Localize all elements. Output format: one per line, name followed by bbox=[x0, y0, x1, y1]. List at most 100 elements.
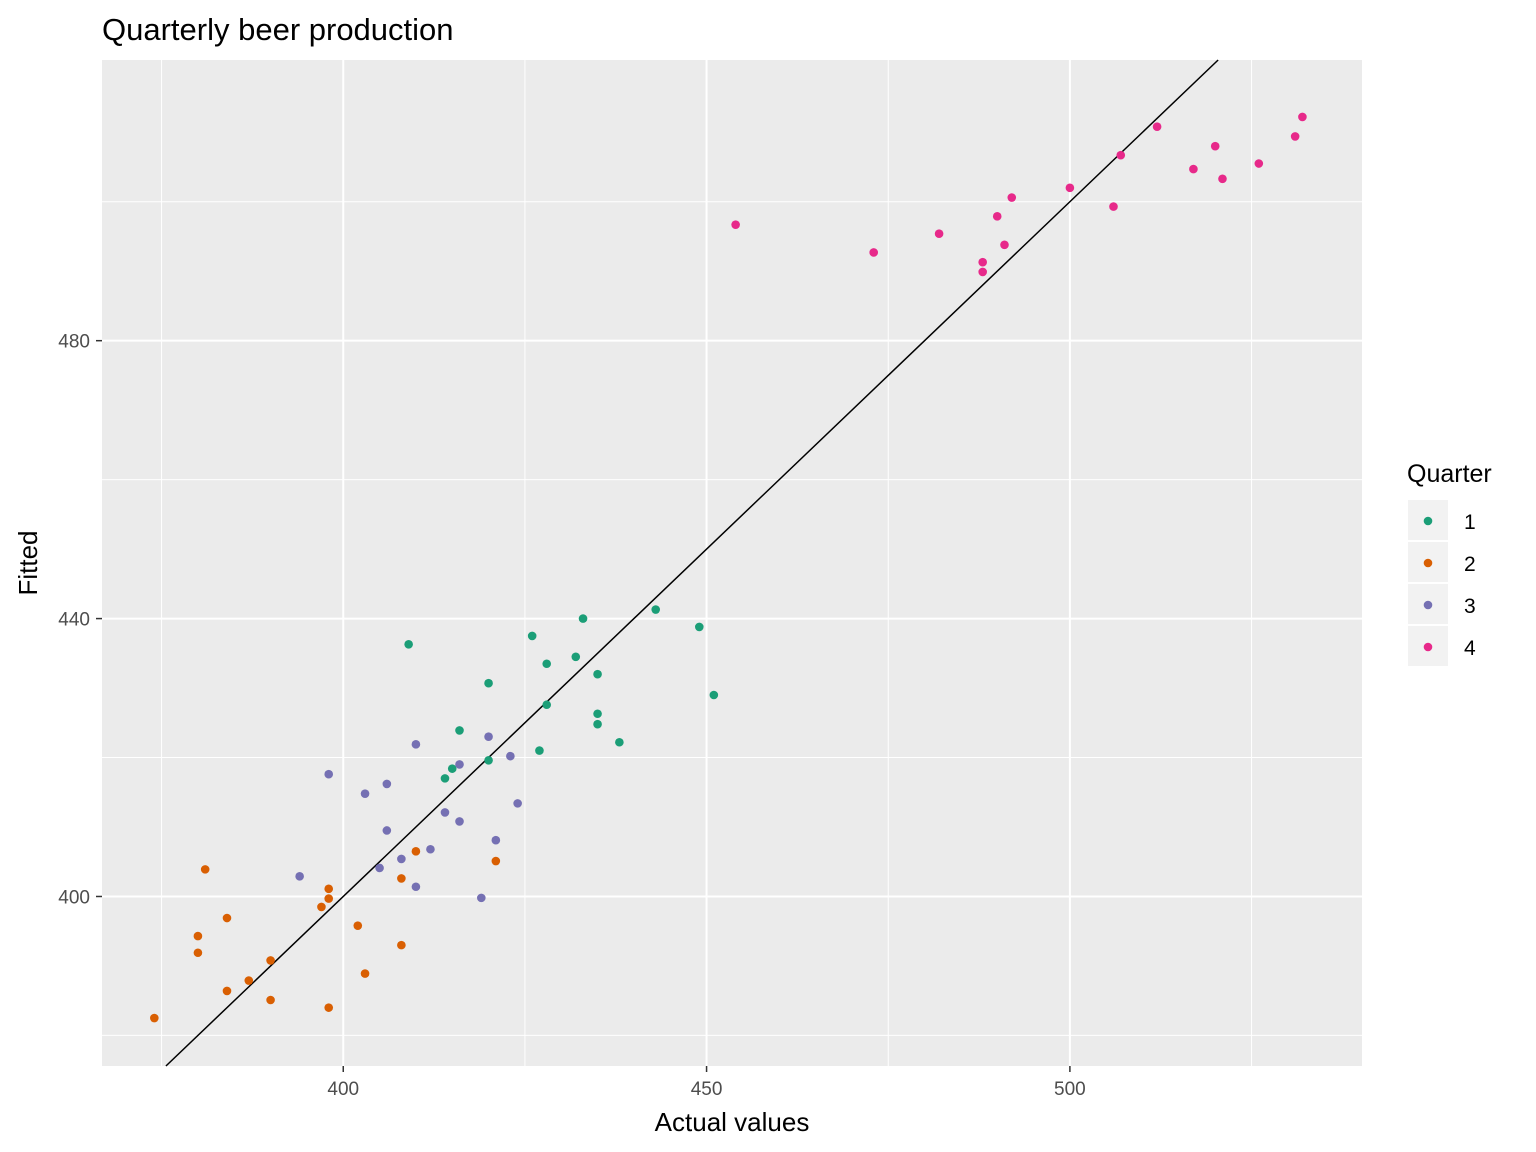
data-points bbox=[150, 112, 1307, 1023]
minor-gridlines bbox=[102, 60, 1362, 1066]
data-point-quarter-4 bbox=[978, 257, 987, 267]
data-point-quarter-2 bbox=[317, 902, 326, 912]
legend-label: 1 bbox=[1464, 511, 1476, 534]
data-point-quarter-3 bbox=[484, 732, 493, 741]
data-point-quarter-1 bbox=[455, 726, 464, 735]
data-point-quarter-2 bbox=[193, 948, 203, 958]
legend-key-3 bbox=[1423, 600, 1433, 610]
data-point-quarter-2 bbox=[324, 1003, 334, 1012]
legend: Quarter 1 2 3 4 bbox=[1407, 460, 1492, 666]
data-point-quarter-4 bbox=[934, 229, 944, 238]
data-point-quarter-2 bbox=[397, 874, 406, 883]
data-point-quarter-1 bbox=[571, 652, 581, 662]
data-point-quarter-2 bbox=[353, 921, 363, 930]
data-point-quarter-1 bbox=[404, 639, 413, 649]
data-point-quarter-3 bbox=[375, 863, 384, 873]
data-point-quarter-2 bbox=[200, 865, 210, 874]
x-axis-ticks: 400 450 500 bbox=[327, 1066, 1086, 1100]
data-point-quarter-4 bbox=[731, 220, 740, 229]
data-point-quarter-1 bbox=[542, 700, 552, 710]
x-axis-title: Actual values bbox=[655, 1107, 810, 1137]
data-point-quarter-4 bbox=[869, 248, 878, 257]
y-tick-label: 480 bbox=[58, 332, 90, 353]
x-tick-label: 400 bbox=[327, 1079, 359, 1100]
data-point-quarter-4 bbox=[1065, 183, 1075, 193]
data-point-quarter-2 bbox=[360, 969, 370, 978]
y-tick-label: 440 bbox=[58, 610, 90, 631]
data-point-quarter-2 bbox=[266, 995, 275, 1005]
data-point-quarter-4 bbox=[1000, 240, 1009, 250]
data-point-quarter-1 bbox=[447, 764, 457, 773]
data-point-quarter-4 bbox=[1116, 150, 1126, 160]
data-point-quarter-2 bbox=[222, 913, 232, 923]
data-point-quarter-2 bbox=[324, 884, 334, 894]
data-point-quarter-1 bbox=[593, 709, 602, 719]
data-point-quarter-4 bbox=[992, 212, 1002, 221]
data-point-quarter-3 bbox=[491, 835, 501, 845]
plot-panel bbox=[102, 60, 1362, 1066]
data-point-quarter-2 bbox=[193, 931, 203, 941]
legend-key-2 bbox=[1423, 558, 1433, 568]
data-point-quarter-3 bbox=[411, 882, 421, 892]
data-point-quarter-2 bbox=[397, 940, 406, 950]
x-tick-label: 500 bbox=[1054, 1079, 1086, 1100]
data-point-quarter-1 bbox=[484, 756, 493, 765]
data-point-quarter-4 bbox=[1298, 112, 1307, 122]
data-point-quarter-4 bbox=[1007, 193, 1017, 202]
y-axis-title: Fitted bbox=[13, 530, 43, 595]
data-point-quarter-4 bbox=[1218, 174, 1227, 184]
data-point-quarter-4 bbox=[1210, 141, 1220, 151]
data-point-quarter-3 bbox=[506, 751, 515, 761]
data-point-quarter-3 bbox=[360, 789, 370, 798]
data-point-quarter-1 bbox=[484, 678, 493, 688]
major-gridlines bbox=[102, 60, 1362, 1066]
data-point-quarter-2 bbox=[266, 956, 275, 965]
data-point-quarter-1 bbox=[695, 622, 704, 632]
legend-key-4 bbox=[1423, 642, 1433, 652]
legend-label: 2 bbox=[1464, 553, 1476, 576]
data-point-quarter-2 bbox=[491, 856, 501, 866]
data-point-quarter-3 bbox=[455, 760, 464, 769]
data-point-quarter-3 bbox=[411, 740, 421, 749]
data-point-quarter-3 bbox=[324, 769, 334, 779]
data-point-quarter-1 bbox=[542, 659, 552, 669]
data-point-quarter-1 bbox=[593, 719, 602, 729]
data-point-quarter-1 bbox=[527, 631, 537, 641]
chart-title: Quarterly beer production bbox=[102, 12, 454, 47]
legend-title: Quarter bbox=[1407, 460, 1492, 488]
reference-line bbox=[165, 59, 1219, 1067]
y-axis-ticks: 400 440 480 bbox=[58, 332, 102, 908]
data-point-quarter-4 bbox=[1254, 159, 1264, 168]
data-point-quarter-3 bbox=[477, 893, 486, 903]
data-point-quarter-1 bbox=[440, 774, 450, 783]
data-point-quarter-2 bbox=[222, 986, 232, 996]
data-point-quarter-3 bbox=[513, 799, 522, 808]
legend-key-1 bbox=[1423, 516, 1433, 526]
data-point-quarter-3 bbox=[397, 854, 406, 864]
data-point-quarter-2 bbox=[150, 1013, 159, 1023]
data-point-quarter-2 bbox=[411, 847, 421, 856]
data-point-quarter-3 bbox=[382, 779, 392, 789]
data-point-quarter-1 bbox=[578, 614, 588, 623]
data-point-quarter-3 bbox=[295, 872, 304, 881]
data-point-quarter-1 bbox=[651, 605, 661, 614]
data-point-quarter-3 bbox=[426, 844, 435, 854]
x-tick-label: 450 bbox=[691, 1079, 723, 1100]
data-point-quarter-2 bbox=[324, 894, 334, 903]
data-point-quarter-1 bbox=[535, 746, 544, 755]
data-point-quarter-3 bbox=[455, 817, 464, 826]
data-point-quarter-4 bbox=[1189, 164, 1198, 174]
legend-label: 3 bbox=[1464, 595, 1476, 618]
y-tick-label: 400 bbox=[58, 887, 90, 908]
data-point-quarter-4 bbox=[1109, 202, 1118, 211]
data-point-quarter-1 bbox=[593, 669, 602, 679]
data-point-quarter-1 bbox=[709, 690, 719, 700]
data-point-quarter-1 bbox=[615, 737, 624, 747]
legend-label: 4 bbox=[1464, 637, 1476, 660]
data-point-quarter-3 bbox=[382, 826, 392, 835]
data-point-quarter-3 bbox=[440, 808, 450, 817]
data-point-quarter-2 bbox=[244, 976, 254, 985]
data-point-quarter-4 bbox=[1290, 132, 1300, 141]
data-point-quarter-4 bbox=[978, 267, 987, 277]
